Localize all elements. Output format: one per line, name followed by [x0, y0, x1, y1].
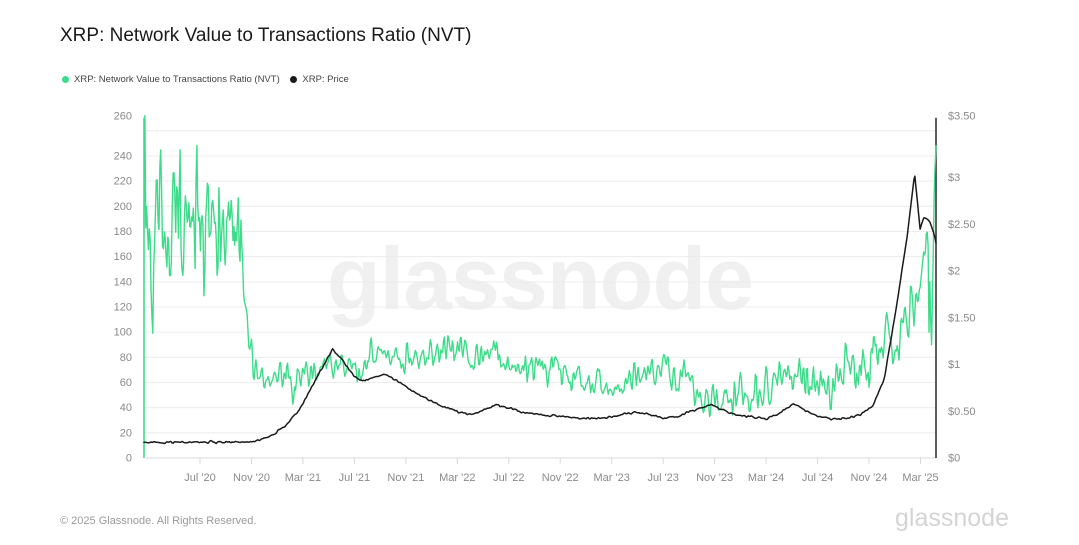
- svg-text:$1.50: $1.50: [948, 312, 976, 324]
- svg-text:$0: $0: [948, 453, 960, 465]
- svg-text:$0.50: $0.50: [948, 406, 976, 418]
- svg-text:Jul '24: Jul '24: [802, 472, 833, 484]
- svg-text:$2.50: $2.50: [948, 219, 976, 231]
- svg-text:180: 180: [114, 226, 132, 238]
- svg-text:Nov '21: Nov '21: [387, 472, 424, 484]
- svg-text:$1: $1: [948, 359, 960, 371]
- svg-text:Mar '21: Mar '21: [285, 472, 321, 484]
- svg-text:Nov '23: Nov '23: [696, 472, 733, 484]
- svg-text:260: 260: [114, 110, 132, 122]
- svg-text:Jul '21: Jul '21: [339, 472, 370, 484]
- svg-text:100: 100: [114, 327, 132, 339]
- svg-text:$3.50: $3.50: [948, 110, 976, 122]
- svg-text:0: 0: [126, 453, 132, 465]
- svg-text:Mar '23: Mar '23: [594, 472, 630, 484]
- svg-text:Jul '23: Jul '23: [647, 472, 678, 484]
- svg-text:Mar '24: Mar '24: [748, 472, 784, 484]
- svg-text:$2: $2: [948, 266, 960, 278]
- svg-text:Nov '24: Nov '24: [851, 472, 888, 484]
- svg-text:40: 40: [120, 402, 132, 414]
- svg-text:Nov '20: Nov '20: [233, 472, 270, 484]
- svg-text:220: 220: [114, 176, 132, 188]
- svg-text:Mar '25: Mar '25: [902, 472, 938, 484]
- svg-text:60: 60: [120, 377, 132, 389]
- svg-text:20: 20: [120, 427, 132, 439]
- svg-text:80: 80: [120, 352, 132, 364]
- svg-text:200: 200: [114, 201, 132, 213]
- svg-text:Mar '22: Mar '22: [439, 472, 475, 484]
- svg-text:$3: $3: [948, 172, 960, 184]
- svg-text:Jul '22: Jul '22: [493, 472, 524, 484]
- svg-text:Nov '22: Nov '22: [542, 472, 579, 484]
- svg-text:160: 160: [114, 251, 132, 263]
- svg-text:120: 120: [114, 302, 132, 314]
- svg-text:Jul '20: Jul '20: [184, 472, 215, 484]
- svg-text:240: 240: [114, 151, 132, 163]
- svg-text:140: 140: [114, 276, 132, 288]
